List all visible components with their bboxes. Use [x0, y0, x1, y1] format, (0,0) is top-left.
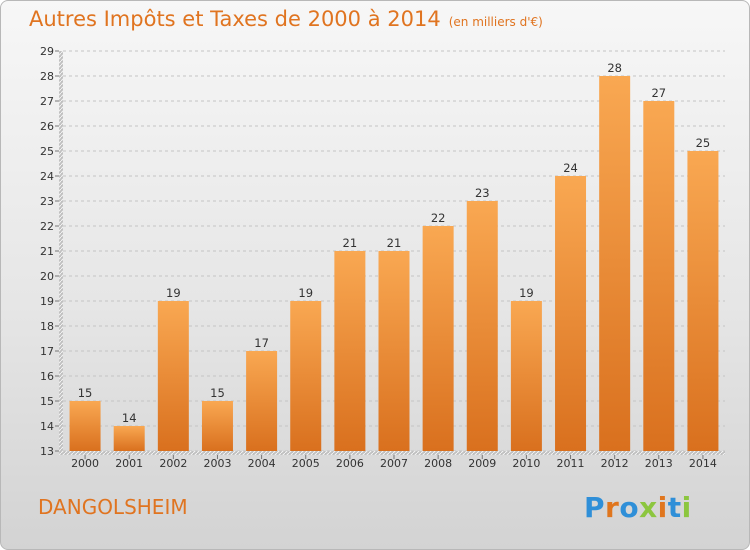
y-tick-label: 27 — [40, 95, 54, 108]
bar-2001 — [113, 426, 145, 451]
data-label-2011: 24 — [563, 161, 578, 175]
proxiti-logo[interactable]: Proxiti — [584, 491, 692, 524]
x-tick-label-2005: 2005 — [292, 457, 320, 470]
x-tick-label-2004: 2004 — [248, 457, 276, 470]
y-tick-label: 26 — [40, 120, 54, 133]
logo-letter: t — [667, 491, 682, 524]
data-label-2013: 27 — [651, 86, 666, 100]
x-tick-label-2014: 2014 — [689, 457, 717, 470]
bar-2014 — [687, 151, 719, 451]
data-label-2001: 14 — [122, 411, 137, 425]
data-label-2014: 25 — [696, 136, 711, 150]
data-label-2008: 22 — [431, 211, 446, 225]
x-tick-label-2011: 2011 — [557, 457, 585, 470]
data-label-2000: 15 — [78, 386, 93, 400]
y-tick-label: 13 — [40, 445, 54, 458]
y-axis-band — [59, 51, 63, 451]
y-tick-label: 28 — [40, 70, 54, 83]
x-tick-label-2008: 2008 — [424, 457, 452, 470]
x-tick-label-2007: 2007 — [380, 457, 408, 470]
bar-2010 — [510, 301, 542, 451]
x-tick-label-2009: 2009 — [468, 457, 496, 470]
logo-letter: o — [619, 491, 640, 524]
logo-letter: x — [639, 491, 658, 524]
y-tick-label: 21 — [40, 245, 54, 258]
data-label-2007: 21 — [387, 236, 402, 250]
x-axis-band — [59, 451, 725, 455]
logo-letter: i — [657, 491, 668, 524]
bar-2006 — [334, 251, 366, 451]
data-label-2009: 23 — [475, 186, 490, 200]
chart-title-text: Autres Impôts et Taxes de 2000 à 2014 — [29, 7, 441, 31]
data-label-2002: 19 — [166, 286, 181, 300]
data-label-2010: 19 — [519, 286, 534, 300]
x-tick-label-2002: 2002 — [159, 457, 187, 470]
x-tick-label-2012: 2012 — [601, 457, 629, 470]
commune-name: DANGOLSHEIM — [38, 495, 188, 519]
y-tick-label: 15 — [40, 395, 54, 408]
x-tick-label-2010: 2010 — [512, 457, 540, 470]
y-tick-label: 29 — [40, 45, 54, 58]
y-tick-label: 18 — [40, 320, 54, 333]
bar-2005 — [290, 301, 322, 451]
bar-2000 — [69, 401, 101, 451]
bar-2008 — [422, 226, 454, 451]
data-label-2006: 21 — [343, 236, 358, 250]
y-tick-label: 16 — [40, 370, 54, 383]
x-tick-label-2006: 2006 — [336, 457, 364, 470]
bar-2009 — [466, 201, 498, 451]
y-tick-label: 25 — [40, 145, 54, 158]
bar-2013 — [643, 101, 675, 451]
y-tick-label: 19 — [40, 295, 54, 308]
x-tick-label-2003: 2003 — [203, 457, 231, 470]
data-label-2004: 17 — [254, 336, 269, 350]
y-tick-label: 20 — [40, 270, 54, 283]
y-tick-label: 23 — [40, 195, 54, 208]
y-tick-label: 17 — [40, 345, 54, 358]
logo-letter: P — [584, 491, 606, 524]
chart-title: Autres Impôts et Taxes de 2000 à 2014 (en… — [29, 7, 543, 31]
y-tick-label: 14 — [40, 420, 54, 433]
logo-letter: i — [681, 491, 692, 524]
data-label-2005: 19 — [298, 286, 313, 300]
y-tick-label: 24 — [40, 170, 54, 183]
bar-2012 — [599, 76, 631, 451]
bar-2003 — [201, 401, 233, 451]
bar-2002 — [157, 301, 189, 451]
bar-2007 — [378, 251, 410, 451]
data-label-2003: 15 — [210, 386, 225, 400]
x-tick-label-2001: 2001 — [115, 457, 143, 470]
bar-2011 — [555, 176, 587, 451]
y-tick-label: 22 — [40, 220, 54, 233]
data-label-2012: 28 — [607, 61, 622, 75]
x-tick-label-2000: 2000 — [71, 457, 99, 470]
logo-letter: r — [605, 491, 620, 524]
bar-2004 — [246, 351, 278, 451]
unit-note: (en milliers d'€) — [448, 15, 543, 29]
x-tick-label-2013: 2013 — [645, 457, 673, 470]
